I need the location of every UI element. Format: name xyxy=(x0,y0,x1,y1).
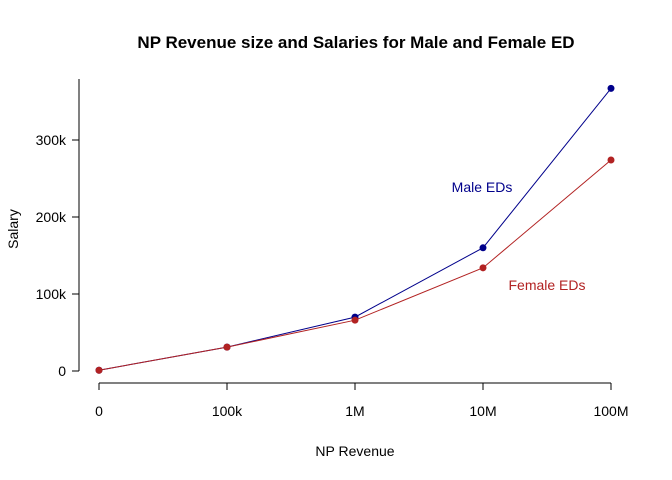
x-tick-label: 10M xyxy=(469,403,496,419)
data-point-1-2 xyxy=(351,316,359,324)
x-tick-label: 1M xyxy=(345,403,364,419)
series-label-female: Female EDs xyxy=(508,277,585,293)
data-point-0-3 xyxy=(479,244,487,252)
series-layer xyxy=(95,84,615,374)
y-axis: 0 100k 200k 300k xyxy=(36,79,80,379)
x-tick-label: 100k xyxy=(212,403,243,419)
data-point-1-1 xyxy=(223,343,231,351)
series-line-0 xyxy=(98,88,612,371)
y-ticks: 0 100k 200k 300k xyxy=(36,132,79,379)
y-tick-label: 100k xyxy=(36,286,67,302)
data-point-1-0 xyxy=(95,366,103,374)
y-tick-label: 300k xyxy=(36,132,67,148)
data-point-1-4 xyxy=(607,156,615,164)
x-axis-label: NP Revenue xyxy=(315,443,394,459)
x-tick-label: 0 xyxy=(95,403,103,419)
series-label-male: Male EDs xyxy=(452,179,513,195)
x-ticks: 0 100k 1M 10M 100M xyxy=(95,382,629,419)
y-axis-label: Salary xyxy=(5,209,21,249)
y-tick-label: 0 xyxy=(58,363,66,379)
chart-title: NP Revenue size and Salaries for Male an… xyxy=(137,33,574,52)
data-point-0-4 xyxy=(607,84,615,92)
x-tick-label: 100M xyxy=(593,403,628,419)
series-line-1 xyxy=(98,159,612,371)
data-point-1-3 xyxy=(479,264,487,272)
y-tick-label: 200k xyxy=(36,209,67,225)
